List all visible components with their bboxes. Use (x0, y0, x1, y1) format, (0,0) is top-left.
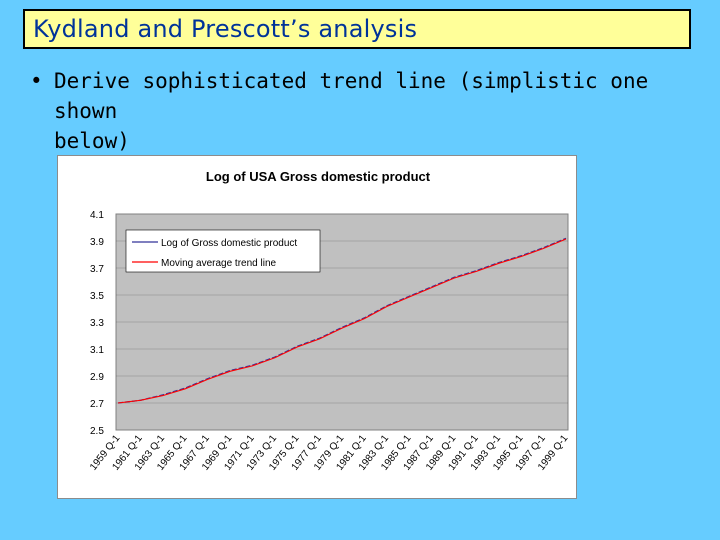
legend-box (125, 229, 321, 273)
y-tick-label: 3.3 (90, 318, 104, 329)
series-lines (117, 237, 567, 404)
chart-title: Log of USA Gross domestic product (206, 169, 431, 184)
y-tick-label: 2.5 (90, 426, 104, 437)
y-tick-label: 3.7 (90, 264, 104, 275)
y-tick-label: 3.5 (90, 291, 104, 302)
legend-label: Moving average trend line (161, 258, 277, 269)
bullet-point: • Derive sophisticated trend line (simpl… (30, 66, 670, 156)
chart-frame: Log of USA Gross domestic product 4.1 3.9… (57, 155, 577, 499)
gdp-line-chart: Log of USA Gross domestic product 4.1 3.9… (88, 169, 571, 473)
series-line-gdp (117, 237, 567, 404)
y-tick-label: 2.9 (90, 372, 104, 383)
slide-title-box: Kydland and Prescott’s analysis (23, 9, 691, 49)
bullet-marker: • (30, 69, 43, 93)
legend-label: Log of Gross domestic product (161, 238, 297, 249)
series-line-trend (117, 238, 567, 404)
bullet-text-line1: Derive sophisticated trend line (simplis… (54, 69, 649, 123)
slide-title: Kydland and Prescott’s analysis (33, 15, 418, 43)
y-tick-label: 3.1 (90, 345, 104, 356)
y-axis: 4.1 3.9 3.7 3.5 3.3 3.1 2.9 2.7 2.5 (90, 210, 104, 437)
bullet-text-line2: below) (54, 129, 130, 153)
chart-legend: Log of Gross domestic product Moving aver… (125, 229, 321, 273)
y-tick-label: 3.9 (90, 237, 104, 248)
y-tick-label: 4.1 (90, 210, 104, 221)
y-tick-label: 2.7 (90, 399, 104, 410)
